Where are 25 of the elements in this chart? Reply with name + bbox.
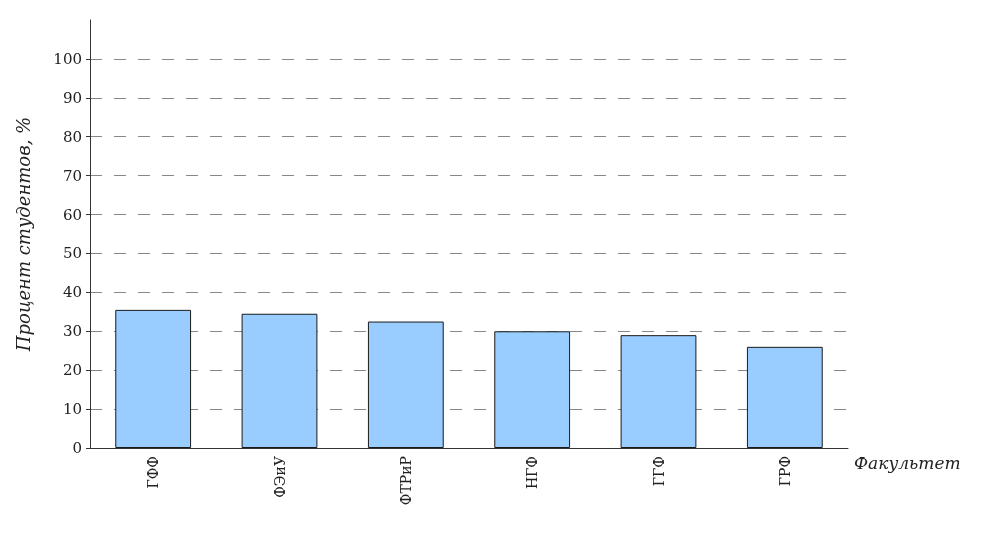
y-tick-label: 40 <box>62 283 82 302</box>
x-tick-label: ГФФ <box>145 456 162 489</box>
y-tick-label: 10 <box>62 400 82 419</box>
x-tick-label: ФТРиР <box>397 456 414 506</box>
y-tick-label: 70 <box>62 166 82 185</box>
bar <box>494 331 571 448</box>
y-tick-label: 60 <box>62 205 82 224</box>
bar <box>746 346 823 448</box>
x-tick-label: ГРФ <box>776 456 793 487</box>
bar <box>241 313 318 448</box>
bar <box>367 321 444 448</box>
x-tick-label: ФЭиУ <box>271 456 288 498</box>
x-tick-label: ГГФ <box>650 456 667 487</box>
y-tick-label: 20 <box>62 361 82 380</box>
bar <box>115 309 192 448</box>
x-tick-label: НГФ <box>524 456 541 490</box>
y-tick-label: 100 <box>53 49 82 68</box>
x-axis-title: Факультет <box>854 452 961 473</box>
y-tick-label: 90 <box>62 88 82 107</box>
y-axis-title: Процент студентов, % <box>12 116 34 353</box>
y-tick-label: 80 <box>62 127 82 146</box>
y-tick-label: 50 <box>62 244 82 263</box>
y-tick-label: 0 <box>72 439 82 457</box>
bar <box>620 335 697 448</box>
y-tick-label: 30 <box>62 322 82 341</box>
